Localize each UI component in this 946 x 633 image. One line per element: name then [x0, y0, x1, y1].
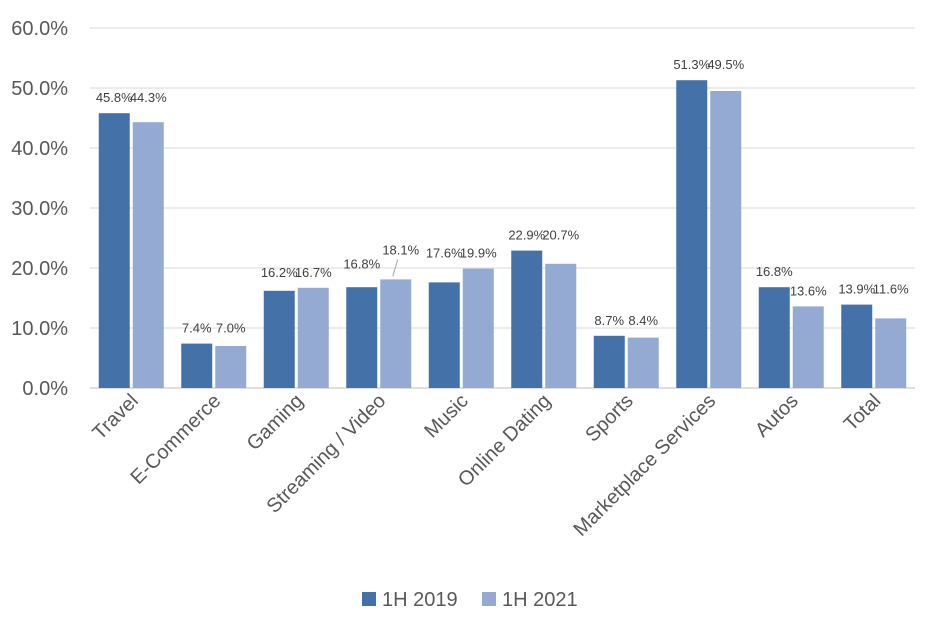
data-label-1h-2021-sports: 8.4%: [628, 313, 658, 328]
legend-swatch-1h-2021: [482, 592, 496, 606]
bar-1h-2021-streaming-video: [380, 279, 412, 388]
data-label-1h-2021-online-dating: 20.7%: [542, 228, 579, 243]
x-category-label-gaming: Gaming: [243, 390, 308, 455]
bar-1h-2019-online-dating: [511, 250, 543, 388]
x-category-label-autos: Autos: [751, 390, 803, 442]
legend-label-1h-2019: 1H 2019: [382, 589, 458, 611]
data-label-1h-2019-total: 13.9%: [838, 282, 875, 297]
legend-label-1h-2021: 1H 2021: [502, 589, 578, 611]
bar-1h-2021-music: [462, 268, 494, 388]
data-label-1h-2019-streaming-video: 16.8%: [343, 256, 380, 271]
y-tick-label: 30.0%: [11, 198, 68, 220]
bar-1h-2019-sports: [593, 335, 625, 388]
data-label-1h-2019-marketplace-services: 51.3%: [673, 57, 710, 72]
data-label-1h-2019-travel: 45.8%: [96, 90, 133, 105]
bar-1h-2021-online-dating: [545, 263, 577, 388]
bar-1h-2019-gaming: [263, 290, 295, 388]
bar-1h-2019-travel: [98, 113, 130, 388]
bar-1h-2021-gaming: [297, 287, 329, 388]
x-category-label-travel: Travel: [88, 390, 142, 444]
x-category-label-total: Total: [840, 390, 885, 435]
data-label-1h-2021-music: 19.9%: [460, 246, 497, 261]
data-label-leader-line: [392, 259, 399, 277]
bar-1h-2021-total: [875, 318, 907, 388]
y-tick-label: 50.0%: [11, 78, 68, 100]
data-label-1h-2021-gaming: 16.7%: [295, 265, 332, 280]
y-tick-label: 10.0%: [11, 318, 68, 340]
x-category-label-sports: Sports: [581, 390, 637, 446]
x-category-label-music: Music: [420, 390, 472, 442]
data-label-1h-2019-online-dating: 22.9%: [508, 228, 545, 243]
bar-1h-2021-e-commerce: [215, 346, 247, 388]
data-label-1h-2021-streaming-video: 18.1%: [382, 242, 419, 257]
data-label-1h-2021-total: 11.6%: [873, 282, 909, 297]
bar-1h-2021-autos: [792, 306, 824, 388]
data-label-1h-2019-music: 17.6%: [426, 246, 463, 261]
data-label-1h-2019-sports: 8.7%: [594, 313, 624, 328]
data-label-1h-2021-marketplace-services: 49.5%: [707, 57, 744, 72]
data-label-1h-2021-travel: 44.3%: [130, 90, 167, 105]
y-tick-label: 20.0%: [11, 258, 68, 280]
bar-1h-2019-marketplace-services: [676, 80, 708, 388]
y-tick-label: 0.0%: [22, 378, 68, 400]
data-label-1h-2019-autos: 16.8%: [756, 264, 793, 279]
bar-1h-2021-sports: [627, 337, 659, 388]
data-label-1h-2019-e-commerce: 7.4%: [182, 321, 212, 336]
bar-1h-2019-autos: [758, 287, 790, 388]
x-category-label-marketplace-services: Marketplace Services: [570, 390, 721, 541]
bar-1h-2019-streaming-video: [346, 287, 378, 388]
data-label-1h-2021-e-commerce: 7.0%: [216, 321, 246, 336]
legend: 1H 2019 1H 2021: [362, 589, 578, 611]
bar-1h-2019-e-commerce: [181, 343, 213, 388]
bar-1h-2021-travel: [132, 122, 164, 388]
y-tick-label: 40.0%: [11, 138, 68, 160]
y-axis-tick-labels: 0.0% 10.0% 20.0% 30.0% 40.0% 50.0% 60.0%: [11, 18, 68, 400]
legend-swatch-1h-2019: [362, 592, 376, 606]
data-labels: 45.8%44.3%7.4% 7.0%16.2%16.7%16.8%18.1% 17…: [96, 57, 909, 335]
data-label-1h-2021-autos: 13.6%: [790, 283, 827, 298]
bars: [98, 80, 907, 388]
y-tick-label: 60.0%: [11, 18, 68, 40]
bar-1h-2019-total: [841, 304, 873, 388]
bar-1h-2019-music: [428, 282, 460, 388]
data-label-1h-2019-gaming: 16.2%: [261, 265, 298, 280]
bar-1h-2021-marketplace-services: [710, 91, 742, 388]
gridlines: [90, 27, 915, 389]
